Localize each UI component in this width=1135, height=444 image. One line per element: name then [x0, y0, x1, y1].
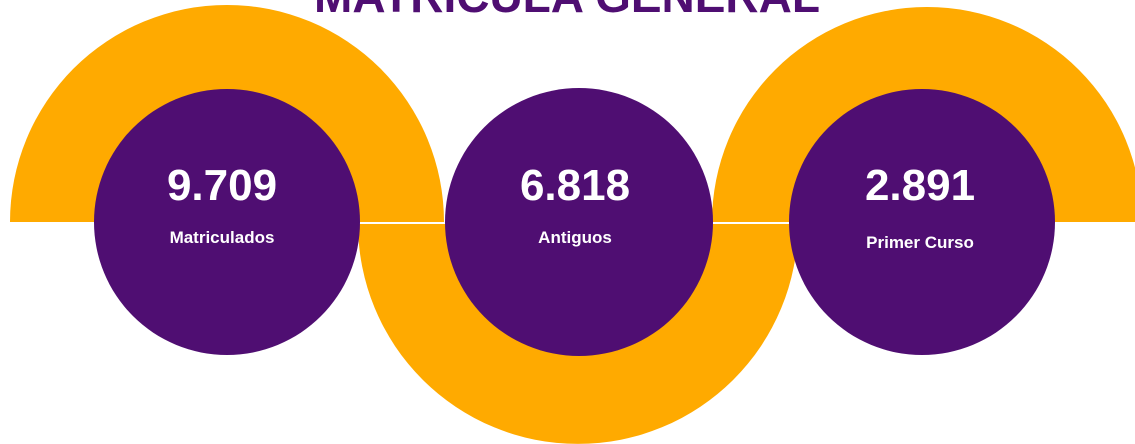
circle-middle: [445, 88, 713, 356]
title: MATRICULA GENERAL: [314, 0, 820, 22]
stat-label: Antiguos: [538, 228, 612, 247]
stat-value: 9.709: [167, 161, 277, 210]
stat-label: Primer Curso: [866, 233, 974, 252]
stat-value: 2.891: [865, 161, 975, 210]
stat-label: Matriculados: [170, 228, 275, 247]
stat-value: 6.818: [520, 161, 630, 210]
circle-left: [94, 89, 360, 355]
circle-right: [789, 89, 1055, 355]
